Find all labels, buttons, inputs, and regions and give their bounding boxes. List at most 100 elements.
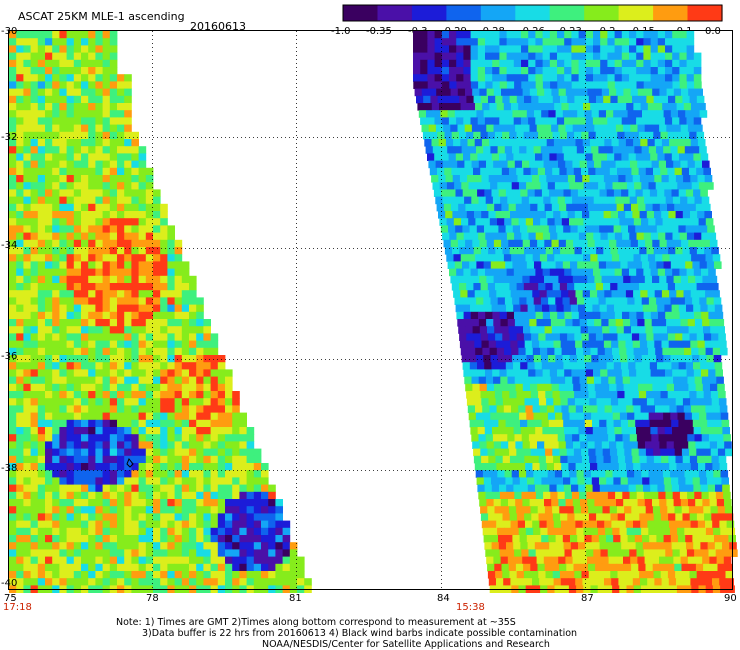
swath-pixel [677,412,686,421]
swath-pixel [131,470,139,478]
swath-pixel [16,232,24,241]
swath-pixel [535,74,543,82]
swath-pixel [145,427,154,435]
swath-pixel [650,427,658,435]
swath-pixel [117,146,125,154]
swath-pixel [686,52,695,61]
swath-pixel [203,491,211,500]
swath-pixel [571,153,579,161]
swath-pixel [81,261,89,269]
swath-pixel [693,74,702,82]
swath-pixel [117,319,125,327]
swath-pixel [30,131,39,140]
swath-pixel [599,189,608,197]
swath-pixel [608,319,617,327]
swath-pixel [589,139,598,147]
swath-pixel [599,225,607,233]
swath-pixel [599,153,608,161]
swath-pixel [618,290,627,298]
swath-pixel [16,391,24,399]
swath-pixel [282,549,291,557]
swath-pixel [131,160,139,169]
swath-pixel [59,506,67,514]
swath-pixel [530,383,538,392]
swath-pixel [659,441,667,449]
swath-pixel [253,578,262,586]
swath-pixel [532,254,541,262]
swath-pixel [52,182,60,190]
swath-pixel [477,67,486,75]
swath-pixel [541,225,550,233]
swath-pixel [217,484,226,493]
swath-pixel [225,491,233,500]
swath-pixel [153,297,161,305]
swath-pixel [9,268,17,277]
swath-pixel [544,275,552,284]
swath-pixel [16,383,24,392]
swath-pixel [647,405,656,413]
swath-pixel [600,491,609,500]
swath-pixel [529,160,537,169]
swath-pixel [653,333,662,341]
swath-pixel [666,319,674,327]
swath-pixel [59,441,67,449]
swath-pixel [131,477,139,485]
swath-pixel [59,160,67,169]
swath-pixel [268,499,276,507]
swath-pixel [52,45,60,53]
swath-pixel [37,218,46,226]
swath-pixel [552,506,560,514]
swath-pixel [474,463,483,471]
swath-pixel [145,268,154,277]
swath-pixel [131,412,139,421]
swath-pixel [613,225,622,233]
swath-pixel [571,67,579,75]
swath-pixel [422,131,431,140]
swath-pixel [700,419,708,428]
swath-pixel [45,290,53,298]
swath-pixel [636,232,645,241]
swath-pixel [507,319,516,327]
swath-pixel [587,275,595,284]
swath-pixel [117,549,125,557]
swath-pixel [441,67,450,75]
swath-pixel [153,247,161,255]
swath-pixel [624,95,633,104]
swath-pixel [683,290,692,298]
swath-pixel [602,326,610,334]
swath-pixel [102,283,111,291]
swath-pixel [181,434,190,442]
swath-pixel [66,441,75,449]
swath-pixel [595,203,603,212]
swath-pixel [515,239,524,248]
swath-pixel [153,542,161,550]
swath-pixel [471,196,479,205]
swath-pixel [160,549,168,557]
swath-pixel [534,304,543,313]
swath-pixel [88,182,96,190]
swath-pixel [547,527,556,536]
swath-pixel [481,398,489,406]
swath-pixel [523,448,532,457]
swath-pixel [706,355,715,363]
swath-pixel [595,283,604,291]
swath-pixel [59,347,67,356]
swath-pixel [708,268,716,277]
swath-pixel [181,477,190,485]
swath-pixel [526,297,535,305]
swath-pixel [724,441,732,449]
swath-pixel [23,347,31,356]
swath-pixel [153,196,161,205]
swath-pixel [535,491,544,500]
swath-pixel [23,463,31,471]
swath-pixel [588,95,597,104]
swath-pixel [45,463,53,471]
swath-pixel [109,455,118,464]
swath-pixel [488,175,497,183]
swath-pixel [635,225,643,233]
swath-pixel [689,283,697,291]
swath-pixel [563,304,572,313]
swath-pixel [581,448,589,457]
swath-pixel [460,290,468,298]
swath-pixel [145,189,154,197]
